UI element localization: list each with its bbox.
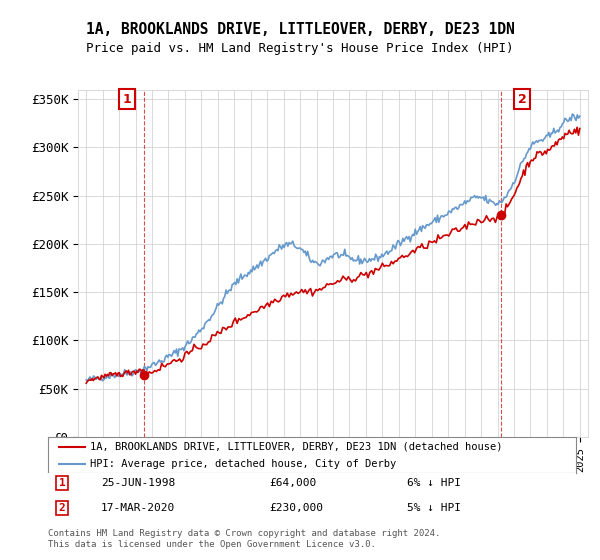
Text: 1: 1 bbox=[59, 478, 65, 488]
Text: 6% ↓ HPI: 6% ↓ HPI bbox=[407, 478, 461, 488]
Text: 25-JUN-1998: 25-JUN-1998 bbox=[101, 478, 175, 488]
Text: Contains HM Land Registry data © Crown copyright and database right 2024.
This d: Contains HM Land Registry data © Crown c… bbox=[48, 529, 440, 549]
Text: 1A, BROOKLANDS DRIVE, LITTLEOVER, DERBY, DE23 1DN: 1A, BROOKLANDS DRIVE, LITTLEOVER, DERBY,… bbox=[86, 22, 514, 38]
Text: 5% ↓ HPI: 5% ↓ HPI bbox=[407, 503, 461, 513]
Text: HPI: Average price, detached house, City of Derby: HPI: Average price, detached house, City… bbox=[90, 459, 397, 469]
Text: Price paid vs. HM Land Registry's House Price Index (HPI): Price paid vs. HM Land Registry's House … bbox=[86, 42, 514, 55]
Text: 1: 1 bbox=[123, 93, 132, 106]
Text: 17-MAR-2020: 17-MAR-2020 bbox=[101, 503, 175, 513]
Text: £64,000: £64,000 bbox=[270, 478, 317, 488]
Text: 2: 2 bbox=[59, 503, 65, 513]
Text: 2: 2 bbox=[518, 93, 527, 106]
Text: 1A, BROOKLANDS DRIVE, LITTLEOVER, DERBY, DE23 1DN (detached house): 1A, BROOKLANDS DRIVE, LITTLEOVER, DERBY,… bbox=[90, 442, 503, 452]
Text: £230,000: £230,000 bbox=[270, 503, 324, 513]
